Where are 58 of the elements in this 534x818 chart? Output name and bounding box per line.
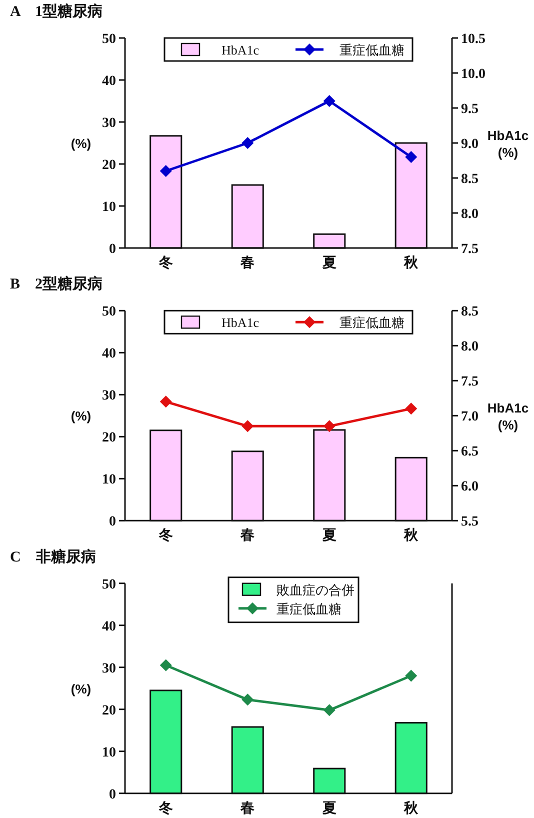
y2-tick-label: 8.0 bbox=[461, 207, 478, 222]
x-tick-label: 夏 bbox=[321, 800, 336, 816]
y2-tick-label: 6.5 bbox=[461, 444, 478, 460]
y2-tick-label: 8.5 bbox=[461, 304, 478, 320]
y2-tick-label: 9.0 bbox=[461, 137, 478, 152]
x-tick-label: 秋 bbox=[403, 255, 420, 271]
y-tick-label: 10 bbox=[102, 200, 116, 215]
y-tick-label: 40 bbox=[102, 346, 116, 362]
y-tick-label: 20 bbox=[102, 703, 116, 718]
y2-tick-label: 7.5 bbox=[461, 374, 478, 390]
y2-tick-label: 9.5 bbox=[461, 102, 478, 117]
y2-tick-label: 8.0 bbox=[461, 340, 478, 355]
y-tick-label: 30 bbox=[102, 388, 116, 404]
y-tick-label: 20 bbox=[102, 158, 116, 173]
y-tick-label: 10 bbox=[102, 472, 116, 488]
legend-label: 重症低血糖 bbox=[340, 42, 404, 58]
y2-tick-label: 7.0 bbox=[461, 410, 478, 425]
x-tick-label: 春 bbox=[240, 528, 255, 544]
y2-tick-label: 7.5 bbox=[461, 242, 478, 257]
x-tick-label: 冬 bbox=[158, 800, 173, 816]
legend-label: 敗血症の合併 bbox=[276, 582, 354, 598]
legend-label: 重症低血糖 bbox=[276, 601, 342, 616]
y2-tick-label: 8.5 bbox=[461, 172, 478, 187]
y-axis-title: (%) bbox=[70, 408, 92, 424]
y2-tick-label: 10.5 bbox=[461, 32, 486, 47]
y2-tick-label: 6.0 bbox=[461, 480, 478, 495]
y-tick-label: 30 bbox=[102, 661, 116, 676]
y-tick-label: 0 bbox=[109, 787, 116, 802]
y-tick-label: 50 bbox=[102, 304, 116, 320]
x-tick-label: 夏 bbox=[321, 255, 336, 271]
y2-axis-title: HbA1c (%) bbox=[487, 128, 529, 160]
x-tick-label: 秋 bbox=[403, 800, 420, 816]
title: A 1型糖尿病 bbox=[10, 4, 103, 20]
x-tick-label: 冬 bbox=[158, 255, 173, 271]
y-tick-label: 50 bbox=[102, 577, 116, 592]
x-tick-label: 春 bbox=[240, 255, 255, 271]
y-axis-title: (%) bbox=[70, 136, 92, 151]
title: B 2型糖尿病 bbox=[10, 276, 103, 293]
x-tick-label: 冬 bbox=[158, 528, 173, 544]
y-tick-label: 30 bbox=[102, 116, 116, 131]
y-tick-label: 20 bbox=[102, 430, 116, 446]
y-tick-label: 50 bbox=[102, 32, 116, 47]
x-tick-label: 夏 bbox=[321, 528, 336, 544]
y2-axis-title: HbA1c (%) bbox=[487, 400, 529, 433]
x-tick-label: 秋 bbox=[403, 528, 420, 544]
x-tick-label: 春 bbox=[240, 800, 255, 816]
y-tick-label: 10 bbox=[102, 745, 116, 760]
legend-label: HbA1c bbox=[222, 315, 260, 330]
y-tick-label: 0 bbox=[109, 242, 116, 257]
y-tick-label: 40 bbox=[102, 74, 116, 89]
y-tick-label: 40 bbox=[102, 619, 116, 634]
y-tick-label: 0 bbox=[109, 514, 116, 530]
y2-tick-label: 10.0 bbox=[461, 67, 486, 82]
legend-label: 重症低血糖 bbox=[340, 315, 404, 330]
y-axis-title: (%) bbox=[70, 681, 92, 696]
legend-label: HbA1c bbox=[222, 42, 260, 58]
y2-tick-label: 5.5 bbox=[461, 514, 478, 530]
title: C 非糖尿病 bbox=[10, 549, 96, 566]
